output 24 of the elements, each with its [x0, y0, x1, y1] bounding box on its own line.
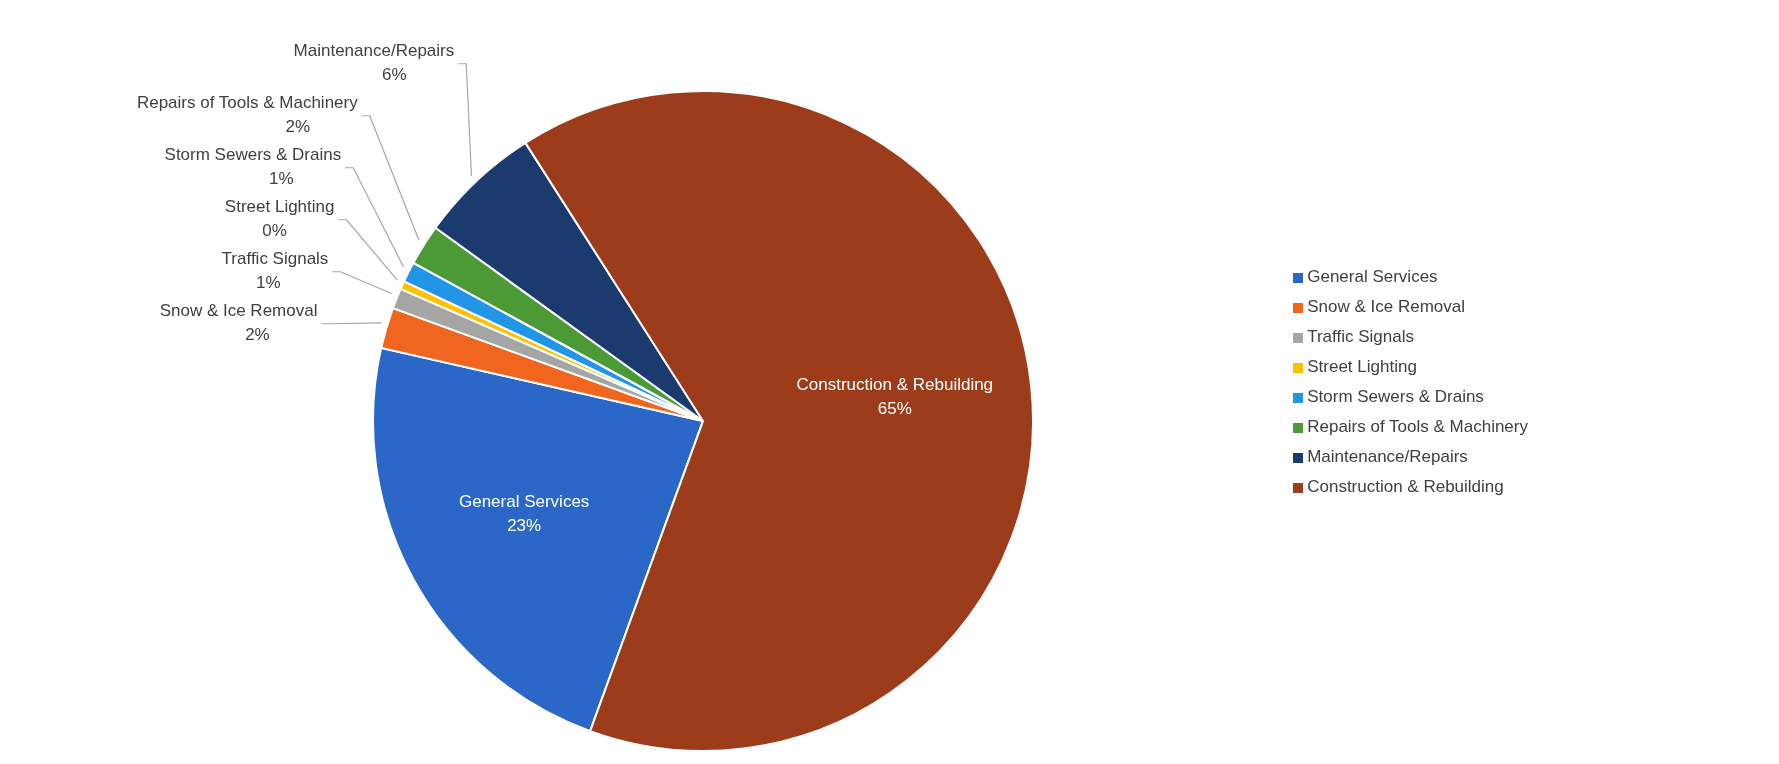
data-label: 1% — [268, 168, 294, 188]
slice-label: Street Lighting — [224, 196, 335, 216]
slice-label: General Services — [458, 491, 590, 511]
legend-label: General Services — [1307, 267, 1438, 286]
slice-label: Construction & Rebuilding — [796, 375, 994, 395]
legend-label: Snow & Ice Removal — [1307, 297, 1465, 316]
legend-label: Street Lighting — [1307, 357, 1417, 376]
slice-label: Repairs of Tools & Machinery — [136, 92, 359, 112]
slice-label: Maintenance/Repairs — [293, 40, 455, 60]
legend-label: Maintenance/Repairs — [1307, 447, 1468, 466]
data-label: 2% — [285, 116, 311, 136]
data-label: 2% — [245, 324, 270, 344]
data-label: 1% — [256, 272, 281, 292]
slice-label: Snow & Ice Removal — [159, 300, 318, 320]
slice-label: Storm Sewers & Drains — [164, 144, 342, 164]
slice-label: Traffic Signals — [221, 248, 329, 268]
data-label: 65% — [877, 399, 912, 419]
data-label: 0% — [262, 220, 287, 240]
legend-label: Traffic Signals — [1307, 327, 1414, 346]
data-label: 23% — [507, 515, 542, 535]
legend-label: Storm Sewers & Drains — [1307, 387, 1484, 406]
legend-label: Repairs of Tools & Machinery — [1307, 417, 1528, 436]
data-label: 6% — [381, 64, 407, 84]
legend-label: Construction & Rebuilding — [1307, 477, 1504, 496]
